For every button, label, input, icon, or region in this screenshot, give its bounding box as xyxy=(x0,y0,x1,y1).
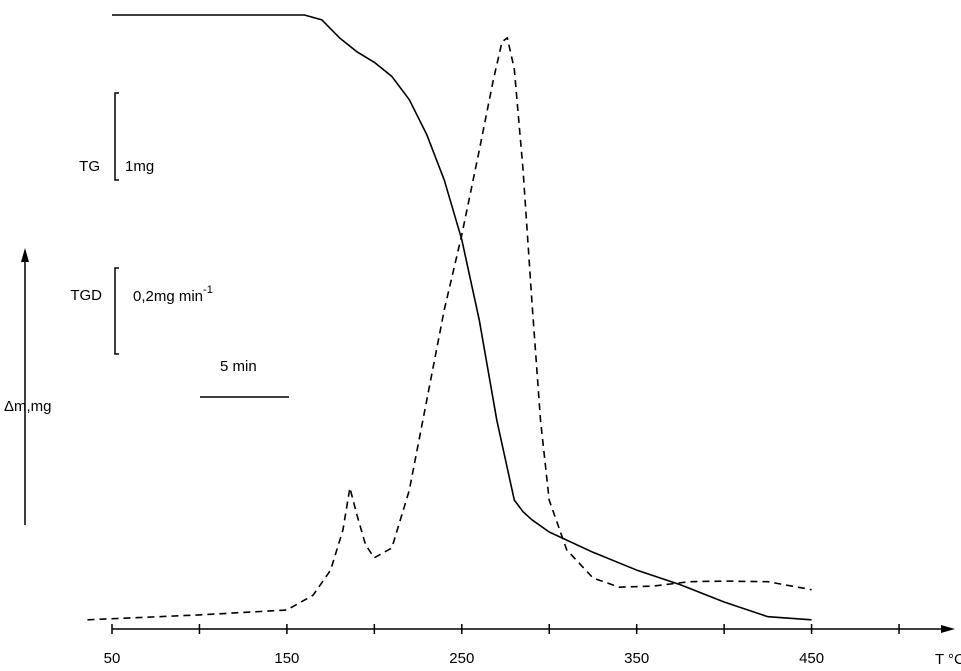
tgd-scale-bracket xyxy=(114,267,119,355)
x-axis-label: T °C xyxy=(935,651,961,668)
y-arrow-head xyxy=(21,248,29,262)
tgd-scale-label: 0,2mg min-1 xyxy=(133,284,213,305)
tg-label: TG xyxy=(79,158,100,175)
tgd-label: TGD xyxy=(70,287,102,304)
x-arrow-head xyxy=(941,625,955,633)
time-scale-label: 5 min xyxy=(220,358,257,375)
tg-scale-label: 1mg xyxy=(125,158,154,175)
series-line xyxy=(112,14,812,621)
tgd-scale-text: 0,2mg min xyxy=(133,288,203,305)
x-tick-label: 150 xyxy=(274,650,299,667)
y-axis-label: Δm,mg xyxy=(4,398,52,415)
tg-scale-bracket xyxy=(114,92,119,181)
tgd-scale-exponent: -1 xyxy=(203,284,213,296)
series-line xyxy=(87,36,812,621)
x-tick-label: 250 xyxy=(449,650,474,667)
x-tick-label: 350 xyxy=(624,650,649,667)
x-tick-label: 450 xyxy=(799,650,824,667)
x-tick-label: 50 xyxy=(104,650,121,667)
